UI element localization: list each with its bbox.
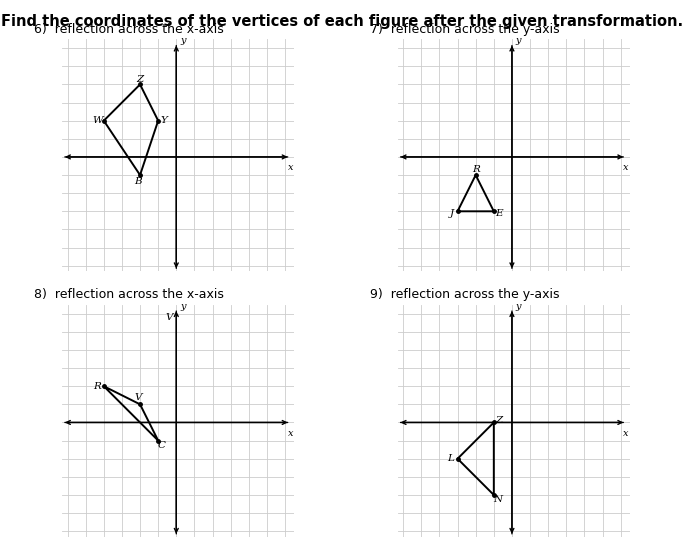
- Text: R: R: [94, 382, 101, 391]
- Text: x: x: [288, 163, 293, 172]
- Text: 6)  reflection across the x-axis: 6) reflection across the x-axis: [34, 23, 224, 36]
- Text: x: x: [623, 163, 629, 172]
- Text: L: L: [447, 454, 453, 463]
- Text: W: W: [92, 116, 103, 125]
- Text: Find the coordinates of the vertices of each figure after the given transformati: Find the coordinates of the vertices of …: [1, 14, 684, 29]
- Text: Z: Z: [136, 74, 144, 83]
- Text: J: J: [450, 209, 454, 217]
- Text: E: E: [495, 209, 503, 217]
- Text: N: N: [493, 495, 502, 504]
- Text: y: y: [516, 36, 521, 45]
- Text: Z: Z: [496, 416, 503, 425]
- Text: y: y: [180, 302, 186, 311]
- Text: V: V: [134, 394, 142, 402]
- Text: V: V: [165, 313, 173, 322]
- Text: B: B: [134, 177, 142, 186]
- Text: C: C: [158, 440, 166, 449]
- Text: 7)  reflection across the y-axis: 7) reflection across the y-axis: [370, 23, 560, 36]
- Text: Y: Y: [160, 116, 167, 125]
- Text: R: R: [472, 165, 480, 174]
- Text: 9)  reflection across the y-axis: 9) reflection across the y-axis: [370, 288, 560, 301]
- Text: 8)  reflection across the x-axis: 8) reflection across the x-axis: [34, 288, 224, 301]
- Text: y: y: [516, 302, 521, 311]
- Text: y: y: [180, 36, 186, 45]
- Text: x: x: [623, 429, 629, 438]
- Text: x: x: [288, 429, 293, 438]
